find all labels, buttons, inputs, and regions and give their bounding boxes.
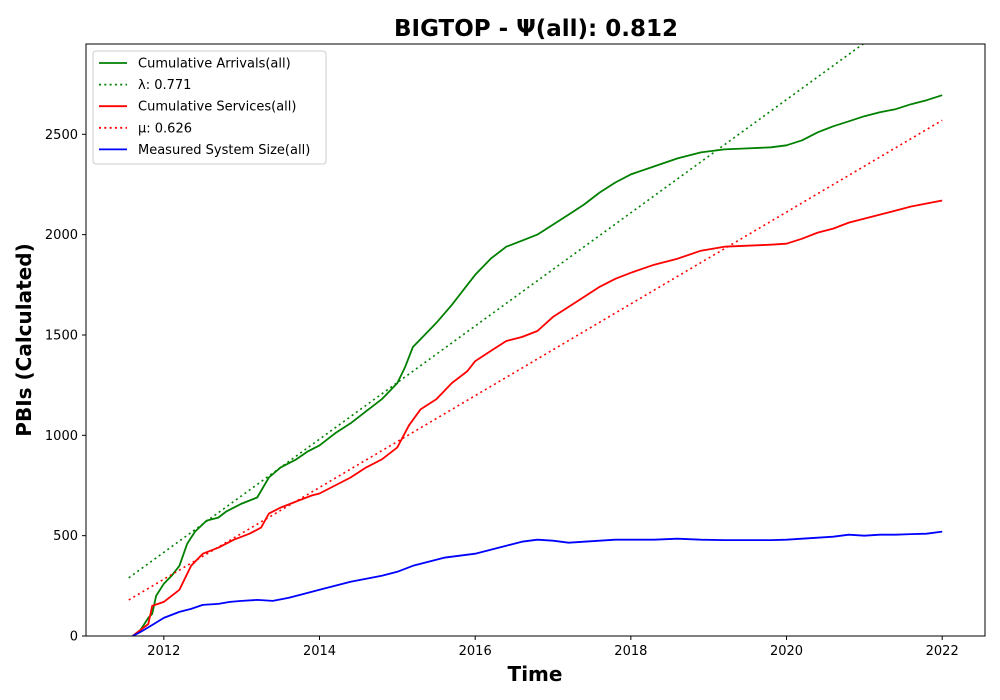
x-tick-label: 2014 <box>303 644 336 659</box>
legend-label-2: Cumulative Services(all) <box>138 100 296 115</box>
y-tick-label: 2500 <box>45 128 78 143</box>
x-tick-label: 2016 <box>459 644 492 659</box>
x-axis-title: Time <box>508 662 563 686</box>
legend-box <box>92 50 327 165</box>
series-line-2 <box>132 199 943 636</box>
legend-label-0: Cumulative Arrivals(all) <box>138 57 291 72</box>
series-line-4 <box>132 530 943 636</box>
y-axis-title: PBIs (Calculated) <box>12 243 36 436</box>
plot-frame <box>85 43 986 637</box>
x-tick-label: 2022 <box>926 644 959 659</box>
y-tick-label: 0 <box>70 630 78 645</box>
y-tick-label: 1000 <box>45 429 78 444</box>
y-tick-label: 1500 <box>45 328 78 343</box>
x-tick-label: 2020 <box>770 644 803 659</box>
series-line-3 <box>128 119 943 601</box>
plot-area <box>128 44 943 636</box>
y-tick-label: 500 <box>53 529 78 544</box>
x-tick-label: 2012 <box>147 644 180 659</box>
legend-label-1: λ: 0.771 <box>138 78 191 93</box>
chart-title: BIGTOP - Ψ(all): 0.812 <box>394 16 678 42</box>
axis-ticks: 2012 2014 2016 2018 2020 2022 0 500 1000 1500 2000… <box>45 128 959 659</box>
legend-label-3: μ: 0.626 <box>138 121 192 136</box>
legend-label-4: Measured System Size(all) <box>138 143 310 158</box>
y-tick-label: 2000 <box>45 228 78 243</box>
legend: Cumulative Arrivals(all) λ: 0.771 Cumulati… <box>92 50 327 165</box>
x-tick-label: 2018 <box>614 644 647 659</box>
